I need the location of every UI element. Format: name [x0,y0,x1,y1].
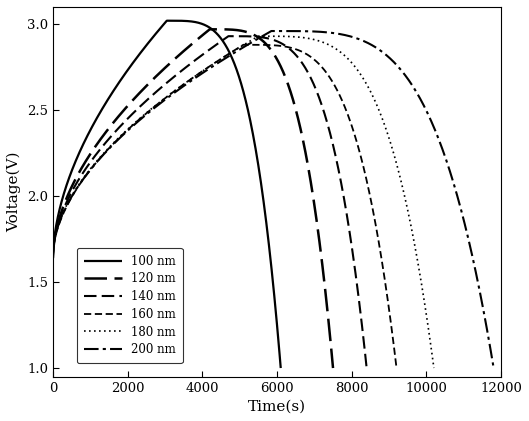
X-axis label: Time(s): Time(s) [248,400,306,414]
140 nm [209,45,215,50]
Legend: 100 nm, 120 nm, 140 nm, 160 nm, 180 nm, 200 nm: 100 nm, 120 nm, 140 nm, 160 nm, 180 nm, … [77,248,183,363]
160 nm [222,53,229,59]
100 nm [184,19,190,24]
120 nm [50,256,56,261]
200 nm [308,29,315,34]
200 nm [127,125,133,131]
180 nm [123,128,129,133]
100 nm [50,257,56,262]
140 nm [112,129,118,134]
120 nm [207,27,213,32]
120 nm [269,49,276,54]
160 nm [394,365,400,370]
100 nm [202,23,208,28]
140 nm [296,56,302,61]
120 nm [105,126,112,131]
140 nm [250,34,257,39]
120 nm [330,365,336,370]
200 nm [268,29,275,34]
160 nm [148,107,154,112]
160 nm [50,254,56,259]
Line: 160 nm: 160 nm [53,45,397,368]
100 nm [90,122,96,127]
140 nm [50,254,56,259]
180 nm [344,56,351,61]
200 nm [381,51,388,56]
180 nm [50,252,56,257]
160 nm [117,134,124,139]
Line: 200 nm: 200 nm [53,31,494,368]
140 nm [272,38,278,43]
180 nm [287,34,293,39]
160 nm [292,46,298,51]
Line: 120 nm: 120 nm [53,29,333,368]
140 nm [140,101,147,106]
140 nm [363,365,370,370]
200 nm [248,40,254,45]
100 nm [222,41,228,46]
200 nm [162,97,169,102]
120 nm [131,97,137,102]
120 nm [192,39,198,44]
100 nm [278,365,284,370]
100 nm [108,91,115,96]
100 nm [153,31,159,36]
120 nm [248,31,254,36]
180 nm [156,101,162,106]
Y-axis label: Voltage(V): Voltage(V) [7,152,21,232]
200 nm [490,365,497,370]
Line: 180 nm: 180 nm [53,36,434,368]
200 nm [343,33,350,38]
Line: 100 nm: 100 nm [53,21,281,368]
100 nm [163,18,170,23]
180 nm [314,38,321,43]
180 nm [431,365,437,370]
160 nm [318,64,324,69]
180 nm [236,45,242,50]
180 nm [255,34,261,39]
200 nm [50,252,56,257]
160 nm [240,42,247,47]
140 nm [225,34,232,39]
160 nm [268,43,274,48]
Line: 140 nm: 140 nm [53,36,367,368]
120 nm [229,27,235,32]
